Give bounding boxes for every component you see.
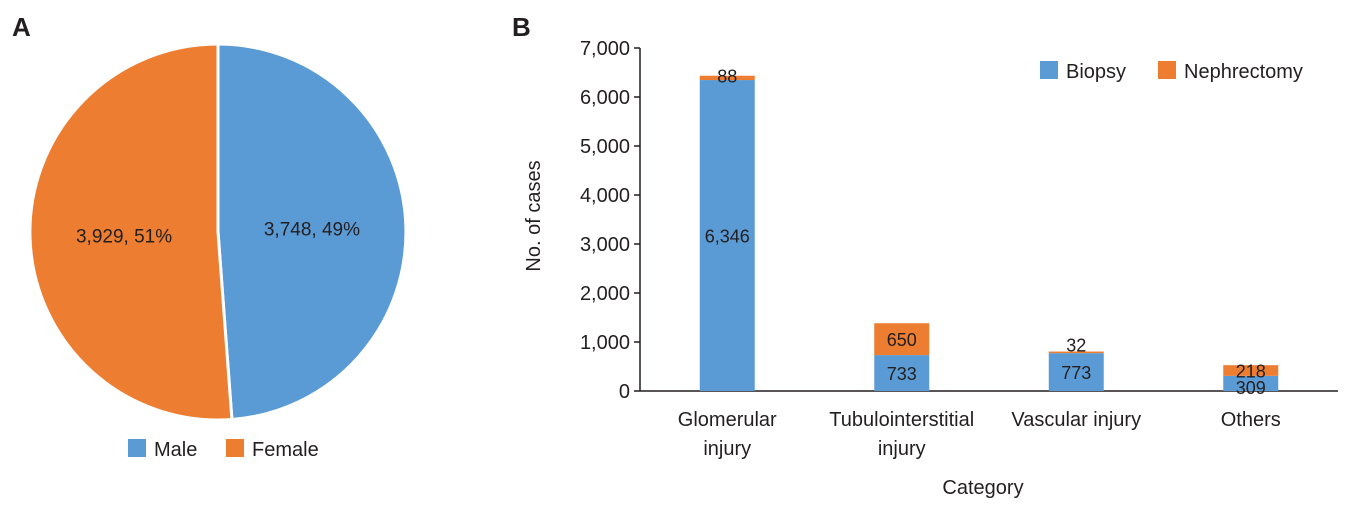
legend-swatch-biopsy xyxy=(1040,61,1058,79)
bar-biopsy xyxy=(1048,353,1104,391)
legend-label-biopsy: Biopsy xyxy=(1066,61,1126,83)
bar-nephrectomy xyxy=(874,323,930,356)
data-label-nephrectomy: 218 xyxy=(1236,362,1266,382)
data-label-biopsy: 773 xyxy=(1061,363,1091,383)
data-label-nephrectomy: 650 xyxy=(887,330,917,350)
bar-biopsy xyxy=(699,80,755,392)
y-tick-label: 7,000 xyxy=(580,38,630,60)
legend-swatch-nephrectomy xyxy=(1158,61,1176,79)
data-label-biopsy: 733 xyxy=(887,364,917,384)
data-label-biopsy: 309 xyxy=(1236,378,1266,398)
x-axis-title: Category xyxy=(942,477,1023,499)
legend-label-male: Male xyxy=(154,439,197,461)
data-label-nephrectomy: 88 xyxy=(717,67,737,87)
y-tick-label: 5,000 xyxy=(580,136,630,158)
x-tick-label: injury xyxy=(703,438,751,460)
bar-nephrectomy xyxy=(1223,365,1279,376)
pie-slice-female xyxy=(28,42,234,422)
y-tick-label: 1,000 xyxy=(580,332,630,354)
legend-label-nephrectomy: Nephrectomy xyxy=(1184,61,1303,83)
y-tick-label: 6,000 xyxy=(580,87,630,109)
bar-biopsy xyxy=(874,355,930,391)
bar-nephrectomy xyxy=(699,75,755,81)
x-tick-label: Vascular injury xyxy=(1011,409,1141,431)
panel-b-label: B xyxy=(512,12,531,42)
pie-label-male: 3,748, 49% xyxy=(264,220,360,241)
x-tick-label: injury xyxy=(878,438,926,460)
x-tick-label: Others xyxy=(1221,409,1281,431)
y-tick-label: 3,000 xyxy=(580,234,630,256)
y-tick-label: 4,000 xyxy=(580,185,630,207)
legend-swatch-male xyxy=(128,439,146,457)
data-label-biopsy: 6,346 xyxy=(705,227,750,247)
pie-chart: 3,748, 49% 3,929, 51% Male Female xyxy=(28,42,408,461)
y-axis-title: No. of cases xyxy=(523,160,545,271)
x-tick-label: Glomerular xyxy=(678,409,777,431)
data-label-nephrectomy: 32 xyxy=(1066,336,1086,356)
legend-swatch-female xyxy=(226,439,244,457)
x-tick-label: Tubulointerstitial xyxy=(829,409,974,431)
bar-biopsy xyxy=(1223,375,1279,391)
stacked-bar-chart: 0 1,000 2,000 3,000 4,000 5,000 6,000 7,000 No. … xyxy=(523,38,1338,499)
y-tick-label: 0 xyxy=(619,381,630,403)
bar-nephrectomy xyxy=(1048,351,1104,354)
y-tick-label: 2,000 xyxy=(580,283,630,305)
legend-label-female: Female xyxy=(252,439,319,461)
pie-slice-male xyxy=(216,42,408,422)
panel-a-label: A xyxy=(12,12,31,42)
pie-label-female: 3,929, 51% xyxy=(76,226,172,247)
